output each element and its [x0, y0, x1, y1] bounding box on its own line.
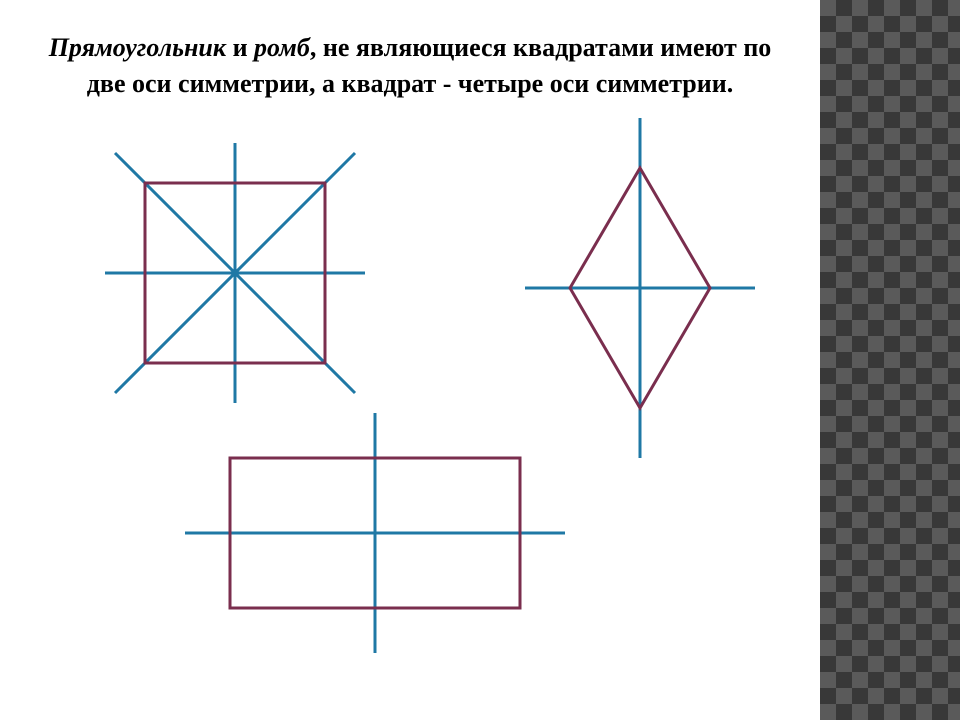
square-figure: [90, 128, 380, 418]
checker-sidebar: [820, 0, 960, 720]
slide-content: Прямоугольник и ромб, не являющиеся квад…: [0, 0, 820, 720]
rectangle-figure: [185, 413, 565, 653]
slide-title: Прямоугольник и ромб, не являющиеся квад…: [20, 30, 800, 113]
diagram-area: [20, 113, 800, 653]
